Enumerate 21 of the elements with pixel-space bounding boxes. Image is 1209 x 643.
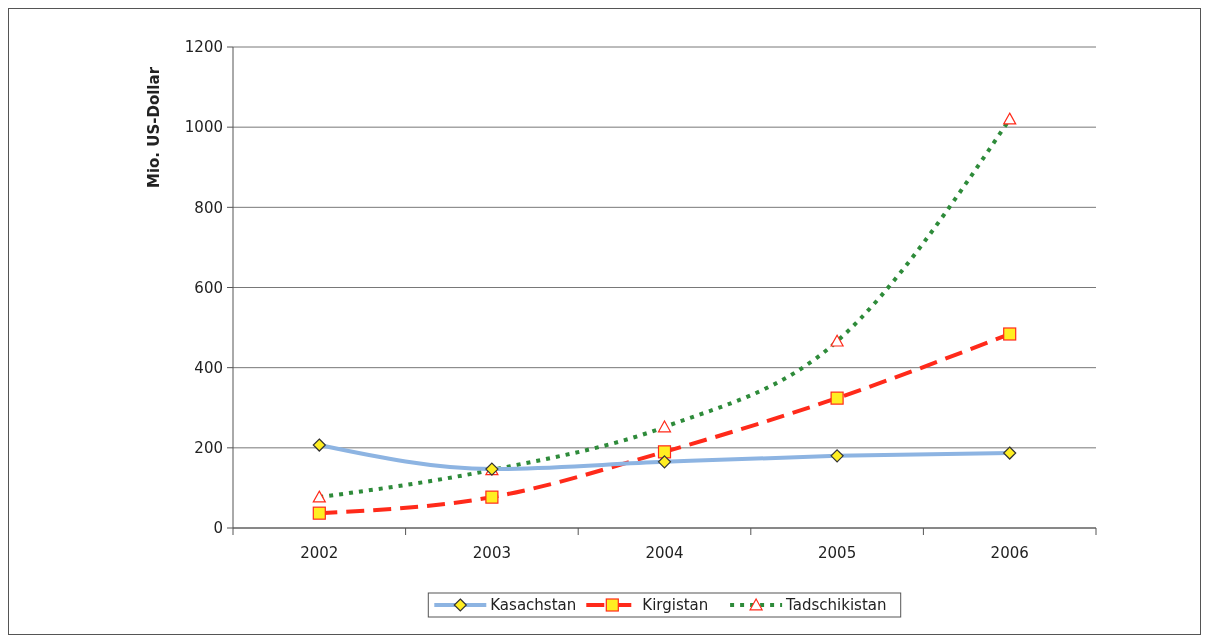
- point: [312, 506, 326, 520]
- point: [485, 490, 499, 504]
- x-tick-label: 2003: [472, 544, 511, 562]
- point: [1003, 327, 1017, 341]
- x-tick-label: 2004: [645, 544, 684, 562]
- x-tick-label: 2002: [300, 544, 339, 562]
- legend-label: Tadschikistan: [785, 596, 887, 615]
- y-tick-label: 1000: [184, 118, 223, 137]
- y-tick-label: 0: [213, 519, 223, 538]
- y-tick-label: 800: [194, 198, 223, 217]
- y-tick-label: 600: [194, 278, 223, 297]
- legend-label: Kasachstan: [490, 596, 577, 615]
- y-axis-title: Mio. US-Dollar: [145, 66, 163, 189]
- x-tick-label: 2006: [990, 544, 1029, 562]
- x-tick-label: 2005: [818, 544, 857, 562]
- point: [830, 391, 844, 405]
- y-tick-label: 1200: [184, 38, 223, 57]
- point: [657, 445, 672, 459]
- y-tick-label: 200: [194, 439, 223, 458]
- y-tick-label: 400: [194, 358, 223, 377]
- legend-label: Kirgistan: [642, 596, 709, 615]
